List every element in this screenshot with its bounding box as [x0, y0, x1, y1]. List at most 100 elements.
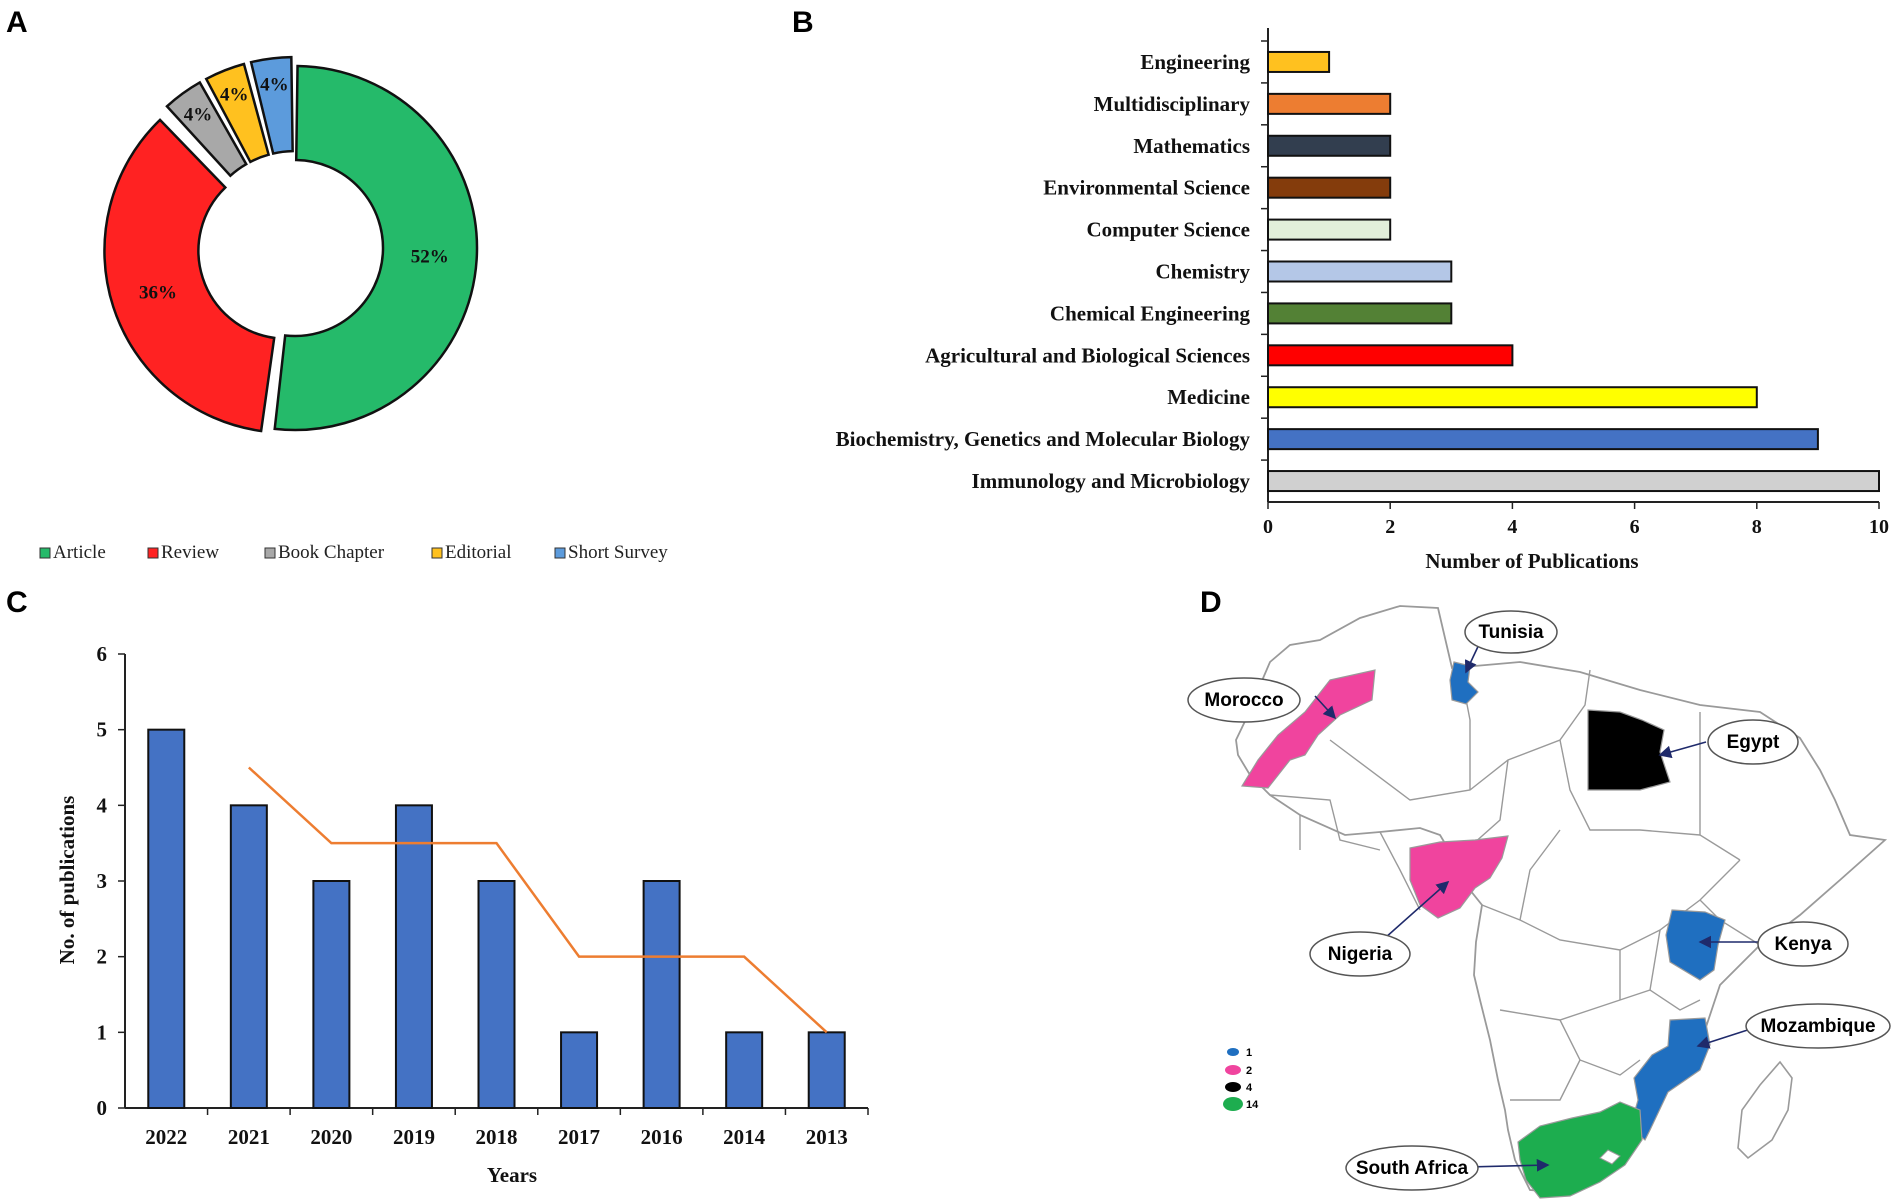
x-axis-title: Number of Publications	[1425, 549, 1638, 573]
x-tick-label-10: 10	[1869, 516, 1889, 538]
bar-immunology-and-microbiology	[1267, 470, 1880, 493]
legend-swatch-article	[39, 547, 51, 559]
y-tick-label-1: 1	[97, 1020, 108, 1044]
legend-swatch-book-chapter	[264, 547, 276, 559]
country-egypt	[1587, 709, 1671, 791]
category-label-chemical-engineering: Chemical Engineering	[1050, 301, 1251, 325]
year-label-2014: 2014	[723, 1125, 766, 1149]
y-tick-label-4: 4	[97, 793, 108, 817]
map-label-kenya: Kenya	[1774, 934, 1831, 955]
bar-environmental-science	[1267, 176, 1392, 199]
country-kenya	[1665, 909, 1726, 981]
legend-label-short-survey: Short Survey	[568, 542, 668, 563]
category-label-multidisciplinary: Multidisciplinary	[1094, 92, 1251, 116]
y-tick-label-2: 2	[97, 945, 108, 969]
y-tick-label-5: 5	[97, 718, 108, 742]
bar-computer-science	[1267, 218, 1392, 241]
x-tick-label-0: 0	[1263, 516, 1273, 538]
africa-map: Morocco Tunisia Egypt Nigeria Kenya Moza…	[1187, 605, 1891, 1199]
panel-label-c: C	[6, 586, 28, 619]
category-label-medicine: Medicine	[1167, 385, 1250, 409]
bar-chemical-engineering	[1267, 302, 1453, 325]
y-axis-title: No. of publications	[55, 796, 79, 965]
map-legend-swatch-14	[1223, 1097, 1243, 1111]
donut-label-short-survey: 4%	[260, 74, 289, 95]
legend-label-article: Article	[53, 542, 106, 563]
country-nigeria	[1409, 835, 1509, 919]
x-tick-label-8: 8	[1752, 516, 1762, 538]
donut-label-book-chapter: 4%	[184, 105, 213, 126]
callout-labels: Morocco Tunisia Egypt Nigeria Kenya Moza…	[1187, 610, 1891, 1191]
legend-swatch-editorial	[431, 547, 443, 559]
legend-swatch-short-survey	[554, 547, 566, 559]
subject-area-bar-chart: Engineering Multidisciplinary Mathematics E…	[836, 28, 1889, 573]
year-label-2019: 2019	[393, 1125, 435, 1149]
donut-label-editorial: 4%	[220, 85, 249, 106]
category-label-immunology-and-microbiology: Immunology and Microbiology	[972, 469, 1251, 493]
callout-ellipse-mozambique	[1745, 1003, 1891, 1049]
year-label-2022: 2022	[145, 1125, 187, 1149]
donut-slice-editorial	[204, 62, 271, 164]
country-lesotho	[1599, 1149, 1621, 1165]
map-label-egypt: Egypt	[1727, 732, 1780, 753]
x-tick-label-4: 4	[1507, 516, 1517, 538]
madagascar-outline	[1737, 1060, 1793, 1160]
category-label-agricultural-and-biological-sciences: Agricultural and Biological Sciences	[925, 343, 1250, 367]
year-bar-2022	[147, 728, 186, 1110]
panel-label-d: D	[1200, 586, 1222, 619]
donut-legend: Article Review Book Chapter Editorial Short …	[39, 542, 668, 563]
x-tick-label-2: 2	[1385, 516, 1395, 538]
country-south-africa	[1517, 1101, 1643, 1199]
y-tick-label-3: 3	[97, 869, 108, 893]
map-legend-label-14: 14	[1246, 1099, 1259, 1111]
donut-slice-article	[273, 64, 479, 432]
year-bar-2018	[477, 880, 516, 1109]
map-legend-swatch-1	[1227, 1048, 1239, 1056]
map-legend-label-2: 2	[1246, 1065, 1252, 1077]
map-label-nigeria: Nigeria	[1328, 944, 1393, 965]
callout-ellipse-kenya	[1757, 921, 1849, 967]
category-label-mathematics: Mathematics	[1133, 134, 1250, 158]
yearly-publications-chart: 0 1 2 3 4 5 6 2022 2021 2020 2019 2018 2017 2016 2014 2…	[55, 642, 869, 1187]
year-bar-2020	[312, 880, 351, 1109]
bar-mathematics	[1267, 134, 1392, 157]
map-legend-swatch-2	[1225, 1065, 1241, 1075]
category-label-engineering: Engineering	[1140, 50, 1250, 74]
donut-slice-book-chapter	[165, 80, 248, 178]
map-legend: 1 2 4 14	[1223, 1047, 1259, 1111]
donut-label-review: 36%	[139, 282, 177, 303]
callout-ellipse-tunisia	[1464, 610, 1558, 654]
map-label-morocco: Morocco	[1204, 690, 1283, 711]
donut-label-article: 52%	[411, 246, 449, 267]
country-morocco	[1240, 669, 1376, 789]
x-axis-title: Years	[487, 1163, 537, 1187]
y-tick-label-6: 6	[97, 642, 108, 666]
bar-agricultural-and-biological-sciences	[1267, 344, 1514, 367]
bar-chemistry	[1267, 260, 1453, 283]
bar-engineering	[1267, 50, 1331, 73]
legend-swatch-review	[147, 547, 159, 559]
year-bar-2021	[229, 804, 268, 1109]
donut-slice-short-survey	[249, 55, 294, 156]
callout-ellipse-egypt	[1707, 719, 1799, 765]
category-label-chemistry: Chemistry	[1156, 260, 1251, 284]
map-label-south-africa: South Africa	[1356, 1158, 1469, 1179]
y-tick-label-0: 0	[97, 1096, 108, 1120]
year-bar-2014	[725, 1031, 764, 1110]
legend-label-book-chapter: Book Chapter	[278, 542, 385, 563]
category-label-environmental-science: Environmental Science	[1043, 176, 1250, 200]
moving-average-trendline	[247, 766, 828, 1034]
year-label-2018: 2018	[476, 1125, 518, 1149]
year-label-2020: 2020	[310, 1125, 352, 1149]
map-legend-label-4: 4	[1246, 1082, 1253, 1094]
map-label-tunisia: Tunisia	[1478, 622, 1544, 643]
year-label-2016: 2016	[641, 1125, 683, 1149]
panel-label-b: B	[792, 6, 814, 39]
year-bar-2013	[807, 1031, 846, 1110]
panel-label-a: A	[6, 6, 28, 39]
category-label-computer-science: Computer Science	[1087, 218, 1251, 242]
map-legend-label-1: 1	[1246, 1047, 1252, 1059]
year-bar-2019	[394, 804, 433, 1109]
callout-ellipse-nigeria	[1309, 931, 1411, 977]
bar-multidisciplinary	[1267, 92, 1392, 115]
